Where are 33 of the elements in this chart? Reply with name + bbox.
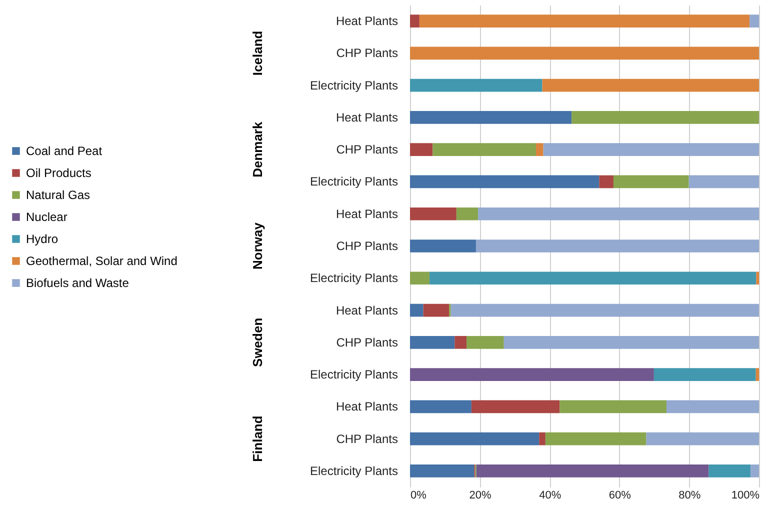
x-tick-label: 60% [608, 490, 632, 502]
y-tick-label: Electricity Plants [310, 271, 398, 286]
x-tick-label: 80% [678, 490, 701, 502]
y-tick-label: Electricity Plants [310, 464, 398, 478]
legend-label: Natural Gas [26, 188, 90, 202]
legend-label: Geothermal, Solar and Wind [26, 254, 178, 268]
text: Finland [250, 416, 265, 462]
y-tick-label: Electricity Plants [310, 368, 398, 382]
y-tick-label: Heat Plants [336, 110, 398, 124]
legend-label: Nuclear [26, 210, 68, 224]
y-tick-label: CHP Plants [336, 335, 398, 350]
x-tick-label: 40% [539, 490, 562, 502]
legend-label: Hydro [26, 232, 58, 246]
y-tick-label: Electricity Plants [310, 174, 398, 189]
y-tick-label: CHP Plants [336, 46, 398, 60]
legend-label: Biofuels and Waste [26, 276, 130, 290]
y-tick-label: Heat Plants [336, 400, 398, 414]
text: Sweden [250, 318, 265, 367]
text: Norway [250, 222, 265, 270]
y-tick-label: CHP Plants [336, 239, 398, 253]
y-tick-label: Heat Plants [336, 206, 398, 221]
x-tick-label: 0% [410, 490, 427, 502]
y-tick-label: Heat Plants [336, 303, 398, 318]
legend-label: Coal and Peat [26, 144, 103, 158]
x-tick-label: 20% [469, 490, 492, 502]
y-tick-label: Heat Plants [336, 14, 398, 28]
text: Iceland [250, 30, 265, 76]
legend-label: Oil Products [26, 166, 92, 180]
y-tick-label: CHP Plants [336, 432, 398, 446]
x-tick-label: 100% [731, 490, 760, 502]
text: Denmark [250, 121, 265, 178]
y-tick-label: Electricity Plants [310, 78, 398, 92]
y-tick-label: CHP Plants [336, 142, 398, 157]
